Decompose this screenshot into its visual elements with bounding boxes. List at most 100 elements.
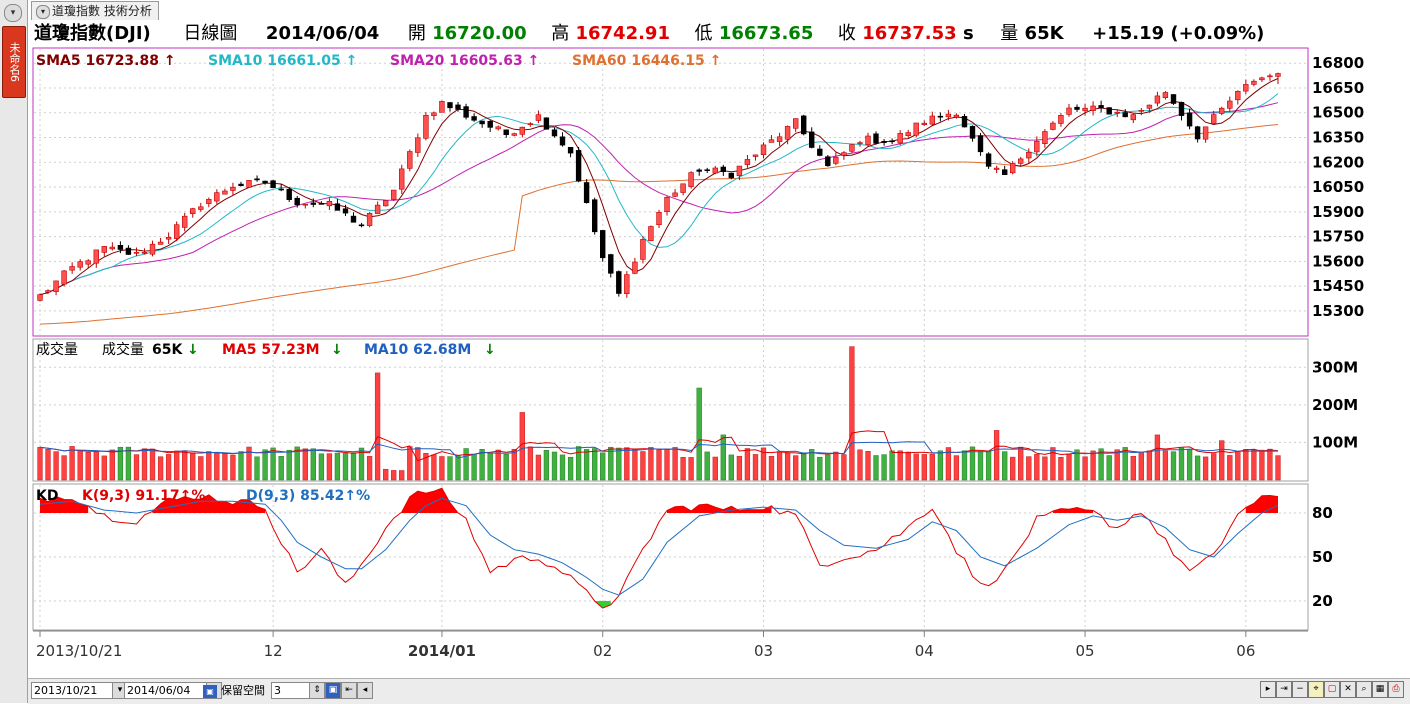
volume-bar	[174, 450, 180, 481]
end-date-field[interactable]: 2014/06/04	[124, 682, 208, 699]
volume-bar	[190, 452, 196, 481]
candle-body	[1243, 84, 1249, 92]
volume-bar	[993, 430, 1000, 481]
candle-body	[736, 165, 743, 177]
zoom-icon[interactable]: ⌕	[1356, 681, 1372, 698]
scroll-right-icon[interactable]: ▸	[1260, 681, 1276, 698]
volume-bar	[342, 453, 349, 481]
volume-bars	[37, 346, 1281, 481]
x-tick-label: 2014/01	[408, 642, 476, 660]
candle-body	[238, 183, 244, 187]
volume-bar	[1034, 454, 1040, 481]
x-tick-label: 12	[264, 642, 283, 660]
volume-bar	[1090, 450, 1096, 481]
candle-body	[1251, 80, 1257, 85]
volume-bar	[399, 470, 405, 481]
reserve-space-input[interactable]: 3	[271, 682, 311, 699]
kd-overbought-fill	[40, 496, 89, 513]
side-tab-untitled[interactable]: 未命名6	[2, 26, 26, 98]
candle-body	[463, 106, 469, 118]
volume-bar	[608, 446, 614, 481]
price-tick-label: 15450	[1312, 277, 1364, 295]
k-line	[39, 487, 1279, 609]
candle-body	[680, 183, 686, 193]
chevron-down-icon[interactable]: ▾	[36, 5, 50, 19]
scroll-first-icon[interactable]: ⇤	[341, 682, 357, 699]
volume-bar	[391, 470, 397, 481]
draw-icon[interactable]: ▢	[1324, 681, 1340, 698]
volume-bar	[1194, 455, 1201, 481]
volume-bar	[575, 446, 582, 481]
candle-body	[77, 261, 83, 268]
volume-bar	[326, 453, 333, 481]
volume-bar	[857, 449, 863, 481]
candle-body	[559, 136, 566, 146]
candle-body	[937, 115, 944, 118]
candle-body	[61, 270, 67, 285]
chart-area[interactable]: 16800 16650 16500 16350 16200 16050 15900 15750…	[0, 0, 1410, 680]
sma20-line	[39, 102, 1279, 296]
open-label: 開	[407, 23, 426, 44]
volume-bar	[519, 412, 525, 481]
candle-body	[833, 156, 839, 164]
reserve-spin-icon[interactable]: ⇕	[309, 682, 325, 699]
candle-body	[704, 169, 710, 171]
volume-bar	[567, 456, 574, 481]
reserve-icon[interactable]: ▣	[203, 682, 219, 699]
legend-volume-ma10: MA10 62.68M	[364, 342, 471, 358]
candle-body	[905, 132, 911, 137]
candle-body	[190, 208, 196, 215]
candle-body	[800, 115, 807, 135]
kd-y-axis: 80 50 20	[1312, 504, 1333, 610]
candle-body	[246, 180, 252, 188]
volume-bar	[495, 449, 501, 481]
volume-bar	[157, 456, 164, 481]
candle-body	[849, 144, 855, 152]
candle-body	[117, 245, 124, 250]
candle-body	[575, 150, 582, 182]
volume-bar	[294, 446, 300, 481]
candle-body	[672, 192, 678, 197]
cursor-icon[interactable]: ⌖	[1308, 681, 1324, 698]
candle-body	[398, 168, 405, 190]
tab-technical-analysis[interactable]: ▾ 道瓊指數 技術分析	[31, 1, 159, 20]
candle-body	[664, 197, 670, 213]
volume-bar	[921, 454, 927, 481]
scroll-last-icon[interactable]: ⇥	[1276, 681, 1292, 698]
candle-body	[543, 117, 550, 130]
candle-body	[1042, 131, 1048, 144]
candle-body	[431, 112, 437, 117]
volume-bar	[873, 455, 879, 481]
print-icon[interactable]: ⎙	[1388, 681, 1404, 698]
candle-body	[310, 202, 316, 205]
candle-body	[270, 180, 276, 188]
volume-bar	[648, 447, 654, 481]
apply-icon[interactable]: ▣	[325, 682, 341, 699]
candle-body	[1170, 94, 1177, 104]
candle-body	[897, 133, 903, 144]
volume-bar	[407, 446, 413, 481]
volume-bar	[1042, 456, 1048, 481]
x-tick-label: 04	[915, 642, 934, 660]
volume-bar	[1018, 446, 1024, 481]
legend-volume-title: 成交量	[36, 341, 78, 358]
volume-bar	[1146, 450, 1153, 481]
volume-bar	[985, 450, 992, 481]
start-date-field[interactable]: 2013/10/21	[31, 682, 113, 699]
volume-bar	[37, 447, 43, 481]
volume-bar	[929, 453, 935, 481]
volume-y-axis: 300M 200M 100M	[1312, 358, 1358, 451]
candle-body	[921, 122, 928, 125]
volume-bar	[487, 453, 493, 481]
layout-icon[interactable]: ▦	[1372, 681, 1388, 698]
candle-body	[953, 114, 960, 118]
kd-overbought-fill	[152, 494, 266, 513]
crosshair-icon[interactable]: ✕	[1340, 681, 1356, 698]
volume-bar	[977, 451, 984, 481]
zoom-out-icon[interactable]: −	[1292, 681, 1308, 698]
price-tick-label: 16350	[1312, 129, 1364, 147]
scroll-left-icon[interactable]: ◂	[357, 682, 373, 699]
volume-bar	[784, 452, 791, 481]
menu-dropdown-icon[interactable]: ▾	[4, 4, 22, 22]
candle-body	[157, 241, 164, 245]
